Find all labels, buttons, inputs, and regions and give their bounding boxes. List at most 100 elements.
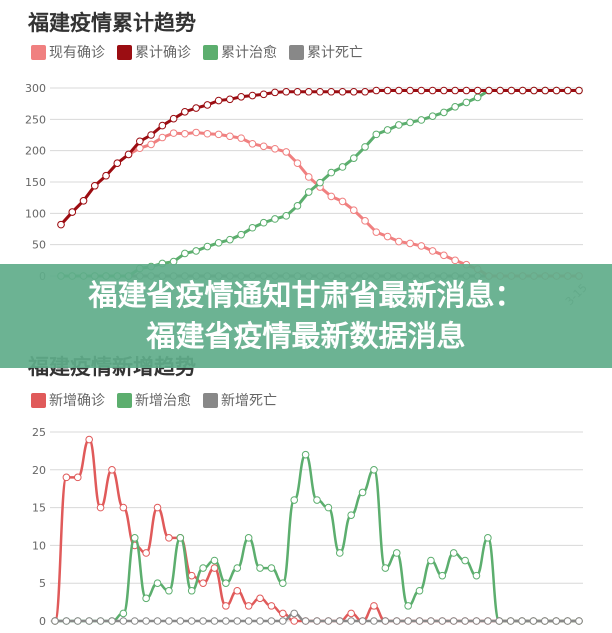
legend-item-cured[interactable]: 累计治愈: [203, 42, 277, 62]
data-point: [279, 579, 287, 588]
data-point: [347, 511, 355, 519]
headline-line-2: 福建省疫情最新数据消息: [146, 319, 466, 353]
data-point: [462, 86, 471, 95]
chart2-legend: 新增确诊 新增治愈 新增死亡: [31, 390, 277, 410]
data-point: [395, 86, 403, 95]
data-point: [415, 586, 424, 595]
data-point: [404, 617, 412, 625]
data-point: [147, 131, 155, 139]
data-point: [406, 86, 414, 95]
data-point: [142, 594, 150, 603]
data-point: [461, 617, 469, 625]
data-point: [119, 503, 128, 512]
y-tick-label: 10: [32, 539, 46, 552]
data-point: [301, 450, 310, 459]
data-point: [293, 159, 302, 167]
data-point: [372, 130, 381, 139]
data-point: [279, 617, 287, 625]
data-point: [85, 617, 93, 625]
data-point: [304, 188, 313, 196]
data-point: [256, 617, 264, 625]
data-point: [440, 86, 448, 95]
data-point: [301, 617, 310, 625]
chart1-title: 福建疫情累计趋势: [28, 11, 196, 35]
data-point: [248, 139, 257, 148]
legend-swatch: [203, 392, 218, 408]
data-point: [370, 602, 378, 610]
data-point: [575, 617, 583, 625]
data-point: [165, 586, 173, 595]
data-point: [244, 617, 253, 625]
data-point: [199, 579, 207, 588]
data-point: [222, 602, 230, 610]
data-point: [316, 178, 324, 187]
data-point: [462, 98, 471, 107]
data-point: [248, 223, 257, 232]
data-point: [381, 564, 390, 572]
y-tick-label: 50: [32, 239, 46, 252]
data-point: [210, 564, 219, 572]
data-point: [563, 617, 572, 625]
data-point: [187, 571, 196, 580]
data-point: [90, 181, 99, 190]
data-point: [361, 217, 369, 225]
data-point: [541, 617, 549, 625]
data-point: [324, 617, 333, 625]
data-point: [199, 564, 207, 572]
data-point: [226, 235, 234, 244]
data-point: [417, 86, 426, 95]
data-point: [271, 88, 279, 97]
data-point: [279, 609, 287, 618]
data-point: [51, 617, 59, 625]
legend-item-new-deaths[interactable]: 新增死亡: [203, 390, 277, 410]
data-point: [427, 617, 435, 625]
legend-item-cumulative[interactable]: 累计确诊: [117, 42, 191, 62]
data-point: [113, 159, 122, 167]
data-point: [271, 215, 279, 223]
data-point: [85, 435, 93, 444]
data-point: [119, 609, 128, 618]
data-point: [392, 617, 401, 625]
data-point: [324, 503, 333, 512]
data-point: [57, 220, 65, 229]
data-point: [222, 617, 230, 625]
data-point: [237, 92, 245, 101]
data-point: [428, 247, 437, 255]
data-point: [267, 617, 276, 625]
legend-label: 累计确诊: [135, 45, 191, 61]
y-tick-label: 0: [39, 615, 46, 628]
legend-item-deaths[interactable]: 累计死亡: [289, 42, 363, 62]
data-point: [203, 242, 212, 251]
y-tick-label: 200: [25, 145, 46, 158]
y-tick-label: 25: [32, 426, 46, 439]
data-point: [293, 87, 302, 96]
data-point: [96, 503, 105, 512]
data-point: [233, 564, 242, 572]
data-point: [169, 114, 178, 123]
data-point: [495, 617, 504, 625]
data-point: [259, 142, 268, 151]
data-point: [192, 104, 200, 112]
data-point: [449, 549, 458, 557]
legend-item-new-cured[interactable]: 新增治愈: [117, 390, 191, 410]
data-point: [203, 129, 212, 138]
data-point: [358, 617, 367, 625]
series-line-0: [53, 438, 579, 623]
data-point: [335, 549, 344, 557]
data-point: [290, 617, 299, 625]
data-point: [290, 496, 299, 504]
data-point: [222, 579, 230, 588]
data-point: [282, 212, 291, 220]
data-point: [472, 617, 481, 625]
data-point: [451, 256, 459, 265]
legend-item-current[interactable]: 现有确诊: [31, 42, 105, 62]
data-point: [372, 228, 381, 236]
data-point: [282, 148, 291, 156]
data-point: [313, 496, 321, 504]
data-point: [338, 197, 347, 206]
data-point: [438, 571, 447, 580]
legend-item-new-confirmed[interactable]: 新增确诊: [31, 390, 105, 410]
data-point: [372, 86, 381, 95]
data-point: [271, 144, 279, 153]
